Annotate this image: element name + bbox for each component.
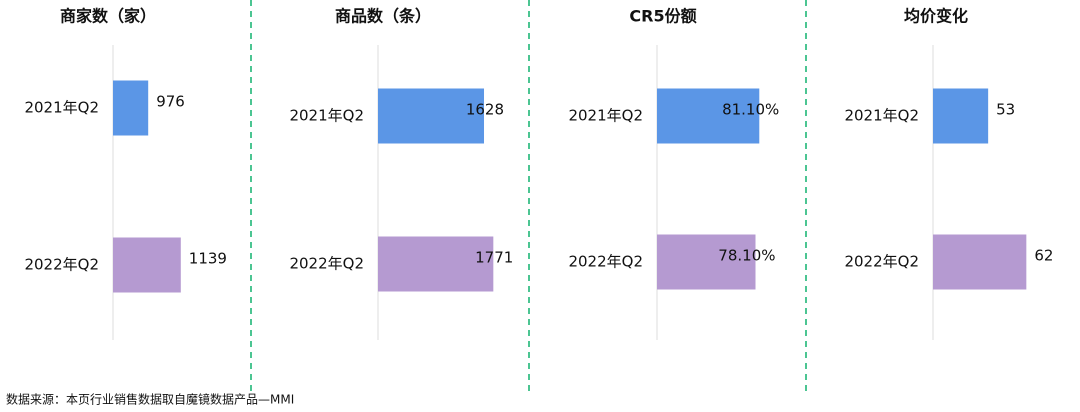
bar [378,88,485,144]
category-label: 2022年Q2 [568,253,643,271]
panel-title: 商品数（条） [335,7,431,26]
category-label: 2022年Q2 [844,253,919,271]
value-label: 53 [996,101,1015,119]
bar [113,80,149,136]
category-label: 2021年Q2 [568,107,643,125]
value-label: 1139 [189,250,227,268]
bar [378,236,494,292]
bar [657,88,760,144]
bar [933,234,1027,290]
value-label: 78.10% [718,247,775,265]
source-note: 数据来源：本页行业销售数据取自魔镜数据产品—MMI [6,392,294,407]
panel-title: 商家数（家） [60,7,156,26]
category-label: 2021年Q2 [844,107,919,125]
category-label: 2022年Q2 [24,256,99,274]
value-label: 81.10% [722,101,779,119]
category-label: 2021年Q2 [24,99,99,117]
panel-title: CR5份额 [629,7,696,26]
bar [657,234,756,290]
value-label: 976 [156,93,185,111]
value-label: 1628 [466,101,504,119]
bar [113,237,181,293]
value-label: 1771 [475,249,513,267]
category-label: 2022年Q2 [289,255,364,273]
value-label: 62 [1034,247,1053,265]
bar [933,88,989,144]
category-label: 2021年Q2 [289,107,364,125]
panel-title: 均价变化 [904,7,968,26]
